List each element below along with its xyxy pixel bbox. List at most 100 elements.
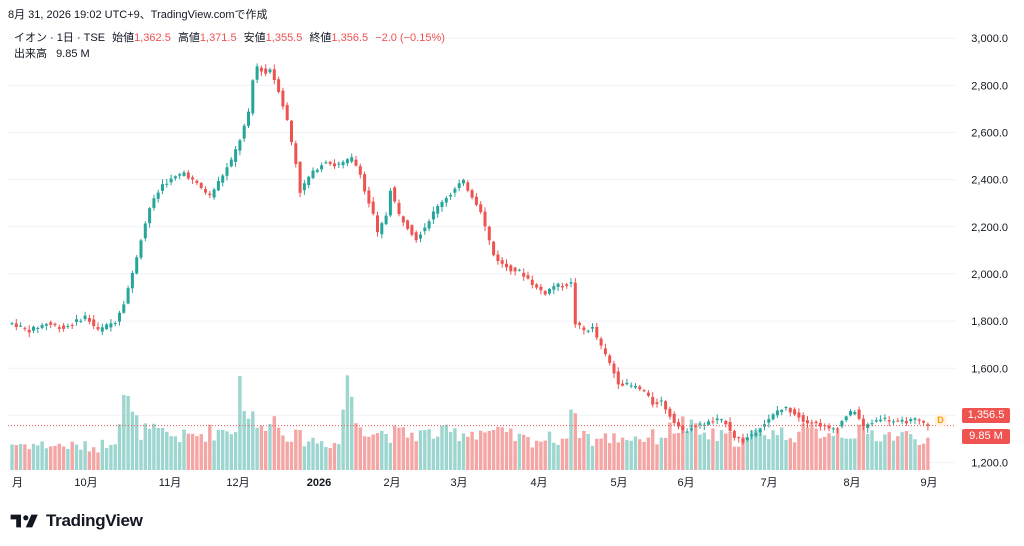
- candle-body: [556, 283, 560, 287]
- candle: [728, 417, 732, 433]
- candle-body: [771, 414, 775, 420]
- candle: [40, 322, 44, 330]
- candle: [311, 167, 315, 180]
- candle: [49, 320, 53, 329]
- volume-bar: [771, 430, 775, 470]
- price-tick-label: 2,400.0: [971, 175, 1008, 187]
- candle: [741, 433, 745, 445]
- volume-bar: [470, 431, 474, 470]
- volume-bar: [44, 448, 49, 470]
- candle: [376, 211, 379, 237]
- dividend-badge[interactable]: D: [934, 414, 947, 427]
- volume-bar: [483, 432, 487, 470]
- volume-bar: [599, 438, 603, 470]
- time-axis: 月 10月 11月 12月 2026 2月 3月 4月 5月 6月 7月 8月 9月: [12, 477, 938, 489]
- candle: [896, 417, 900, 422]
- candle-body: [685, 431, 689, 433]
- candle: [681, 424, 685, 434]
- volume-bar: [298, 430, 302, 470]
- volume-bar: [190, 433, 195, 470]
- volume-bar: [904, 431, 909, 470]
- candle-body: [62, 325, 66, 329]
- candle-body: [668, 408, 672, 417]
- candle-body: [324, 162, 328, 164]
- volume-bar: [732, 446, 737, 470]
- volume-bar: [461, 433, 466, 470]
- volume-bar: [23, 444, 27, 470]
- volume-bar: [31, 443, 36, 470]
- candle-body: [552, 286, 556, 290]
- time-tick-label: 2026: [307, 477, 331, 489]
- volume-bar: [500, 427, 504, 470]
- candle: [462, 178, 465, 187]
- candle-body: [212, 189, 216, 198]
- volume-bar: [642, 441, 646, 470]
- candle-body: [178, 174, 182, 176]
- footer-branding[interactable]: TradingView: [10, 511, 143, 531]
- candle-body: [767, 419, 771, 423]
- candle-body: [543, 291, 547, 295]
- candle-body: [440, 201, 444, 208]
- candle: [724, 420, 728, 428]
- candle-body: [560, 285, 564, 288]
- candle: [436, 204, 440, 218]
- candle: [483, 207, 487, 232]
- candle: [229, 157, 233, 168]
- volume-bar: [586, 433, 590, 470]
- volume-bar: [792, 442, 797, 470]
- candle: [784, 406, 788, 411]
- candle-body: [414, 232, 418, 241]
- candle: [926, 422, 930, 431]
- price-tick-label: 2,600.0: [971, 127, 1008, 139]
- volume-bar: [354, 423, 358, 470]
- volume-bar: [457, 441, 461, 470]
- candle-body: [122, 304, 126, 313]
- volume-bar: [40, 441, 44, 470]
- candle: [354, 155, 358, 167]
- candle: [277, 76, 281, 94]
- candle: [522, 268, 526, 281]
- candle: [651, 392, 655, 408]
- candle-body: [23, 327, 27, 329]
- volume-bar: [762, 435, 767, 470]
- candle-body: [53, 323, 57, 326]
- candle-body: [255, 66, 259, 80]
- volume-bar: [272, 416, 276, 470]
- candle-body: [186, 172, 190, 179]
- candle-body: [298, 161, 302, 193]
- volume-bar: [203, 441, 208, 470]
- volume-bar: [397, 427, 401, 470]
- candle: [208, 191, 212, 199]
- volume-bar: [513, 441, 517, 470]
- volume-bar: [805, 427, 810, 470]
- volume-bar: [208, 424, 212, 470]
- volume-bar: [324, 447, 328, 470]
- candle: [221, 173, 225, 187]
- time-tick-label: 2月: [383, 477, 400, 489]
- candle: [298, 161, 302, 198]
- time-tick-label: 10月: [74, 477, 97, 489]
- candle: [324, 160, 328, 164]
- price-chart[interactable]: 3,000.0 2,800.0 2,600.0 2,400.0 2,200.0 2,000…: [8, 24, 1010, 494]
- candle: [259, 65, 263, 77]
- candle-body: [634, 385, 637, 388]
- volume-bar: [414, 441, 418, 470]
- candle: [380, 221, 384, 239]
- candle: [638, 384, 642, 392]
- candle-body: [444, 198, 448, 203]
- candle-body: [896, 420, 900, 422]
- price-tick-label: 2,200.0: [971, 222, 1008, 234]
- candle-body: [707, 421, 711, 425]
- candle: [186, 170, 190, 180]
- candle: [715, 414, 719, 425]
- candle-body: [801, 415, 805, 422]
- candle-body: [715, 418, 719, 421]
- candle-body: [874, 420, 878, 422]
- chart-timestamp: 8月 31, 2026 19:02 UTC+9、TradingView.comで…: [8, 9, 268, 21]
- candle: [612, 360, 616, 379]
- volume-bar: [573, 413, 577, 470]
- candle-body: [732, 430, 736, 438]
- candle-body: [586, 330, 590, 332]
- time-tick-label: 4月: [530, 477, 547, 489]
- volume-bar: [371, 434, 375, 470]
